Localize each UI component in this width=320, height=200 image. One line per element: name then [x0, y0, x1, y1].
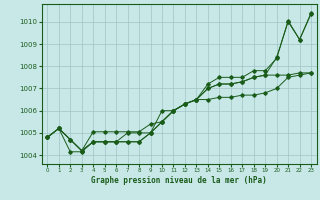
X-axis label: Graphe pression niveau de la mer (hPa): Graphe pression niveau de la mer (hPa) — [91, 176, 267, 185]
